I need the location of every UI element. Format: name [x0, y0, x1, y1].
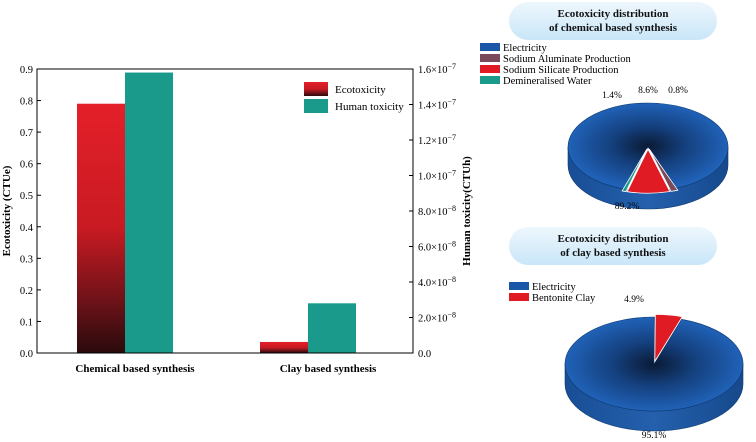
legend-swatch-demineralised-water: [480, 76, 500, 84]
y-tick-label: 0.7: [20, 128, 33, 139]
bar-legend: Ecotoxicity Human toxicity: [304, 82, 404, 113]
legend-label-human-toxicity: Human toxicity: [335, 101, 404, 113]
pie-slice: [626, 148, 671, 194]
pie1-value-label-electricity: 89.2%: [615, 202, 640, 212]
pie1-title-line1: Ecotoxicity distribution: [557, 8, 669, 20]
bar-ecotoxicity: [77, 103, 125, 353]
legend-swatch-electricity: [509, 282, 529, 290]
right-axis-ticks: 0.0 2.0×10−8 4.0×10−8 6.0×10−8 8.0×10−8 1.0×1…: [409, 62, 456, 360]
legend-swatch-bentonite-clay: [509, 293, 529, 301]
pie-slice: [621, 148, 648, 193]
y-tick-label: 0.3: [20, 254, 33, 265]
pie1-legend: Electricity Sodium Aluminate Production …: [480, 43, 631, 87]
y2-tick-label: 4.0×10−8: [418, 275, 456, 289]
pie-chart-chemical: Electricity Sodium Aluminate Production …: [480, 43, 729, 212]
pie2-value-label-electricity: 95.1%: [642, 431, 667, 441]
y2-axis-label: Human toxicity(CTUh): [461, 156, 473, 266]
legend-label-sodium-aluminate: Sodium Aluminate Production: [503, 54, 631, 65]
pie-slice: [654, 313, 683, 363]
pie1-title-line2: of chemical based synthesis: [548, 22, 678, 34]
legend-label-demineralised-water: Demineralised Water: [503, 76, 592, 87]
pie-slice: [564, 316, 744, 412]
legend-swatch-sodium-silicate: [480, 65, 500, 73]
legend-swatch-ecotoxicity: [304, 82, 328, 96]
bar-ecotoxicity: [260, 341, 308, 353]
y-axis-label: Ecotoxicity (CTUe): [1, 165, 13, 256]
legend-swatch-electricity: [480, 43, 500, 51]
y2-tick-label: 1.2×10−7: [418, 133, 456, 147]
y-tick-label: 0.1: [20, 317, 33, 328]
bar-series: [77, 72, 356, 354]
pie2-slices: [564, 313, 744, 432]
pie-slice: [648, 148, 679, 192]
pie2-title-banner: Ecotoxicity distribution of clay based s…: [509, 227, 717, 265]
y-tick-label: 0.8: [20, 97, 33, 108]
y-tick-label: 0.9: [20, 65, 33, 76]
y2-tick-label: 2.0×10−8: [418, 311, 456, 325]
y2-tick-label: 0.0: [418, 349, 431, 360]
pie1-value-label-sodium-aluminate: 1.4%: [602, 91, 622, 101]
y2-tick-label: 1.0×10−7: [418, 169, 456, 183]
legend-label-electricity: Electricity: [532, 282, 576, 293]
legend-label-electricity: Electricity: [503, 43, 547, 54]
y2-tick-label: 8.0×10−8: [418, 204, 456, 218]
x-category-label: Chemical based synthesis: [75, 363, 195, 375]
legend-label-sodium-silicate: Sodium Silicate Production: [503, 65, 619, 76]
y-tick-label: 0.5: [20, 191, 33, 202]
pie2-value-label-bentonite-clay: 4.9%: [624, 295, 644, 305]
y-tick-label: 0.2: [20, 286, 33, 297]
bar-human-toxicity: [308, 303, 356, 353]
pie2-legend: Electricity Bentonite Clay: [509, 282, 596, 304]
legend-swatch-sodium-aluminate: [480, 54, 500, 62]
left-axis-ticks: 0.0 0.1 0.2 0.3 0.4 0.5 0.6 0.7 0.8 0.9: [20, 65, 41, 360]
pie1-value-label-sodium-silicate: 8.6%: [638, 86, 658, 96]
x-category-label: Clay based synthesis: [280, 363, 377, 375]
pie1-title-banner: Ecotoxicity distribution of chemical bas…: [509, 2, 717, 40]
pie2-title-line2: of clay based synthesis: [560, 247, 666, 259]
y2-tick-label: 1.4×10−7: [418, 98, 456, 112]
bar-human-toxicity: [125, 72, 173, 354]
legend-label-bentonite-clay: Bentonite Clay: [532, 293, 596, 304]
legend-swatch-human-toxicity: [304, 99, 328, 113]
pie-slice: [567, 102, 729, 190]
y-tick-label: 0.0: [20, 349, 33, 360]
bar-chart: 0.0 0.1 0.2 0.3 0.4 0.5 0.6 0.7 0.8 0.9 0.0 2.0×10…: [1, 62, 473, 375]
pie-chart-clay: Electricity Bentonite Clay 95.1% 4.9%: [509, 282, 744, 441]
pie1-slices: [567, 102, 729, 210]
pie2-title-line1: Ecotoxicity distribution: [557, 233, 669, 245]
pie1-value-label-demineralised-water: 0.8%: [668, 86, 688, 96]
legend-label-ecotoxicity: Ecotoxicity: [335, 84, 386, 96]
y-tick-label: 0.6: [20, 160, 33, 171]
y-tick-label: 0.4: [20, 223, 34, 234]
y2-tick-label: 1.6×10−7: [418, 62, 456, 76]
y2-tick-label: 6.0×10−8: [418, 240, 456, 254]
